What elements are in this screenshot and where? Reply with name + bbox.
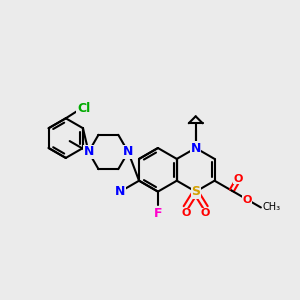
Text: O: O <box>201 208 210 218</box>
Text: F: F <box>154 207 162 220</box>
Text: CH₃: CH₃ <box>263 202 281 212</box>
Text: N: N <box>190 142 201 154</box>
Text: N: N <box>115 185 125 198</box>
Text: Cl: Cl <box>77 102 90 115</box>
Text: O: O <box>242 194 252 205</box>
Text: O: O <box>181 208 190 218</box>
Text: O: O <box>234 174 243 184</box>
Text: N: N <box>123 146 134 158</box>
Text: S: S <box>191 185 200 198</box>
Text: N: N <box>83 146 94 158</box>
